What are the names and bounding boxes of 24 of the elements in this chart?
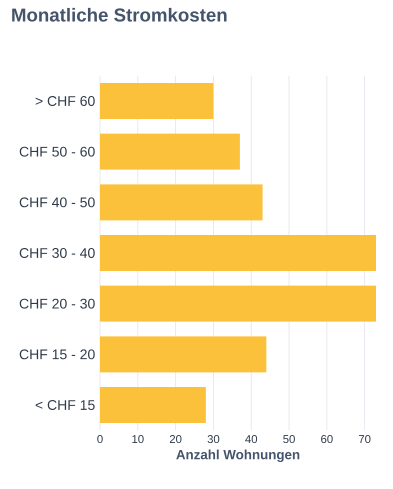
- bar: [100, 235, 376, 271]
- x-tick-label: 10: [132, 435, 144, 444]
- bar: [100, 336, 266, 372]
- x-tick-label: 30: [208, 435, 220, 444]
- y-tick-label: CHF 30 - 40: [20, 248, 95, 258]
- x-tick-label: 20: [170, 435, 182, 444]
- bar: [100, 386, 206, 423]
- x-tick-label: 70: [358, 435, 371, 444]
- bar: [100, 83, 214, 120]
- y-tick-label: CHF 50 - 60: [20, 146, 95, 157]
- bar: [100, 184, 263, 220]
- y-tick-label: CHF 20 - 30: [20, 298, 95, 309]
- bar: [100, 286, 376, 322]
- bar: [100, 134, 240, 170]
- y-tick-label: < CHF 15: [36, 400, 95, 410]
- x-tick-label: 60: [321, 435, 333, 444]
- x-tick-label: 0: [97, 435, 103, 444]
- chart-title: Monatliche Stromkosten: [12, 8, 227, 22]
- y-tick-label: CHF 40 - 50: [20, 197, 95, 208]
- x-tick-label: 50: [283, 435, 295, 444]
- y-tick-label: CHF 15 - 20: [20, 349, 95, 360]
- y-tick-label: > CHF 60: [36, 96, 95, 106]
- x-tick-label: 40: [245, 435, 258, 444]
- x-axis-title: Anzahl Wohnungen: [176, 450, 300, 462]
